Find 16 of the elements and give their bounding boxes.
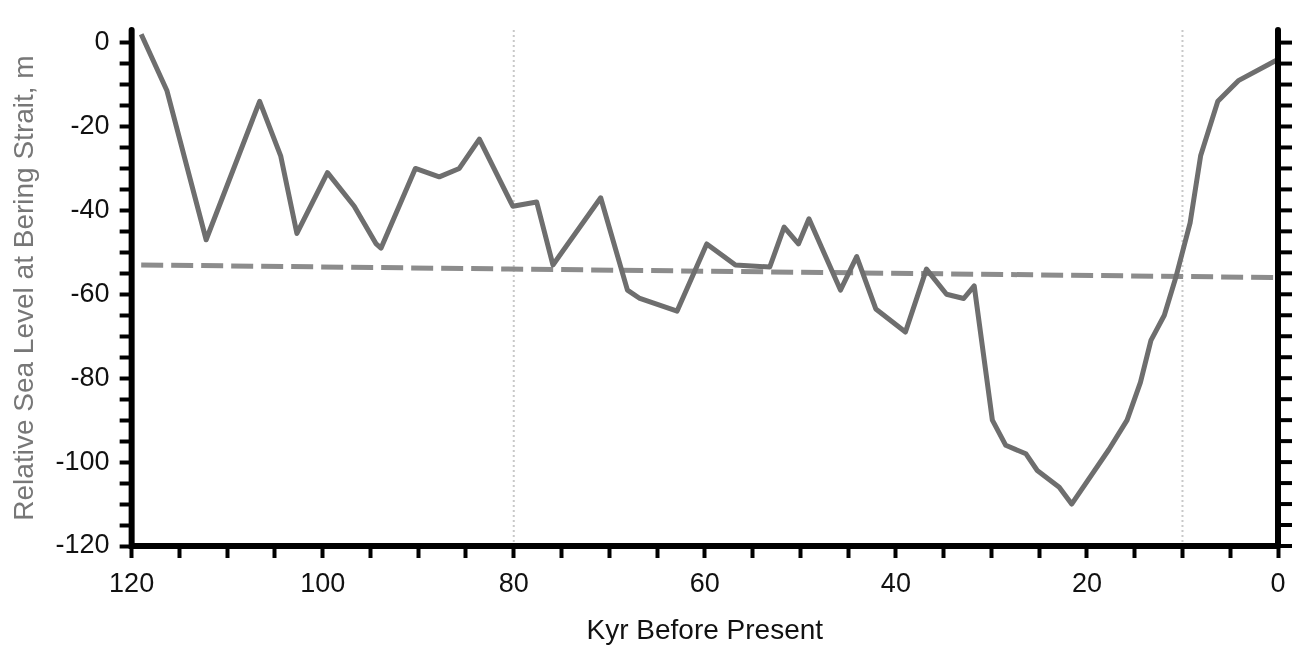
y-tick-label: -80 bbox=[70, 361, 110, 392]
y-axis-title: Relative Sea Level at Bering Strait, m bbox=[7, 55, 39, 521]
y-tick-label: 0 bbox=[94, 26, 110, 57]
x-tick-label: 120 bbox=[109, 567, 155, 598]
x-tick-label: 0 bbox=[1270, 567, 1286, 598]
y-tick-label: -100 bbox=[55, 445, 110, 476]
x-axis-title: Kyr Before Present bbox=[586, 613, 824, 645]
x-tick-label: 80 bbox=[498, 567, 529, 598]
x-tick-label: 20 bbox=[1071, 567, 1102, 598]
y-tick-label: -120 bbox=[55, 529, 110, 560]
y-tick-label: -60 bbox=[70, 277, 110, 308]
y-tick-label: -20 bbox=[70, 109, 110, 140]
x-tick-label: 40 bbox=[880, 567, 911, 598]
y-tick-label: -40 bbox=[70, 193, 110, 224]
x-tick-label: 100 bbox=[300, 567, 346, 598]
x-tick-label: 60 bbox=[689, 567, 720, 598]
